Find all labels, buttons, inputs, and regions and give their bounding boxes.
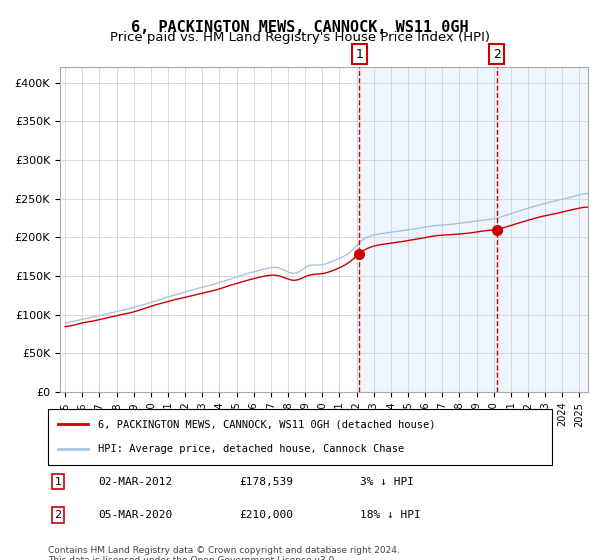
Text: HPI: Average price, detached house, Cannock Chase: HPI: Average price, detached house, Cann… [98,444,404,454]
Text: 3% ↓ HPI: 3% ↓ HPI [361,477,415,487]
Text: 1: 1 [55,477,62,487]
Text: £210,000: £210,000 [239,510,293,520]
Text: £178,539: £178,539 [239,477,293,487]
Text: 2: 2 [55,510,62,520]
Text: 02-MAR-2012: 02-MAR-2012 [98,477,173,487]
Text: 2: 2 [493,48,500,60]
Text: 6, PACKINGTON MEWS, CANNOCK, WS11 0GH: 6, PACKINGTON MEWS, CANNOCK, WS11 0GH [131,20,469,35]
Text: Price paid vs. HM Land Registry's House Price Index (HPI): Price paid vs. HM Land Registry's House … [110,31,490,44]
Text: 05-MAR-2020: 05-MAR-2020 [98,510,173,520]
Text: Contains HM Land Registry data © Crown copyright and database right 2024.
This d: Contains HM Land Registry data © Crown c… [48,546,400,560]
Text: 18% ↓ HPI: 18% ↓ HPI [361,510,421,520]
Text: 1: 1 [356,48,364,60]
FancyBboxPatch shape [48,409,552,465]
Text: 6, PACKINGTON MEWS, CANNOCK, WS11 0GH (detached house): 6, PACKINGTON MEWS, CANNOCK, WS11 0GH (d… [98,419,436,430]
